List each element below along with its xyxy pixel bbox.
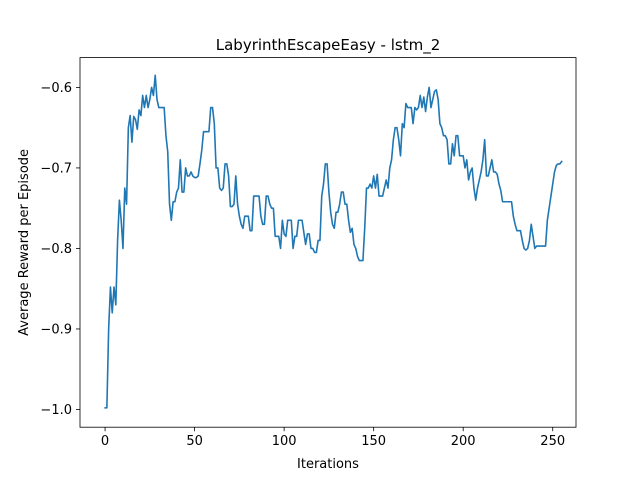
x-tick-label: 250 bbox=[540, 434, 565, 449]
x-tick-label: 200 bbox=[451, 434, 476, 449]
y-axis-label: Average Reward per Episode bbox=[17, 149, 32, 336]
x-tick-label: 100 bbox=[272, 434, 297, 449]
x-tick-label: 0 bbox=[101, 434, 109, 449]
plot-area bbox=[80, 57, 576, 428]
x-tick-label: 50 bbox=[186, 434, 203, 449]
y-tick-label: −1.0 bbox=[40, 403, 72, 418]
y-tick-label: −0.7 bbox=[40, 161, 72, 176]
x-axis-label: Iterations bbox=[297, 457, 359, 472]
chart-title: LabyrinthEscapeEasy - lstm_2 bbox=[216, 36, 441, 55]
y-tick-label: −0.8 bbox=[40, 242, 72, 257]
y-axis-ticks: −1.0 −0.9 −0.8 −0.7 −0.6 bbox=[40, 81, 80, 418]
series-line bbox=[104, 74, 563, 409]
x-tick-label: 150 bbox=[361, 434, 386, 449]
axes-frame bbox=[79, 57, 577, 428]
y-tick-label: −0.9 bbox=[40, 322, 72, 337]
y-tick-label: −0.6 bbox=[40, 81, 72, 96]
x-axis-ticks: 0 50 100 150 200 250 bbox=[101, 427, 565, 449]
